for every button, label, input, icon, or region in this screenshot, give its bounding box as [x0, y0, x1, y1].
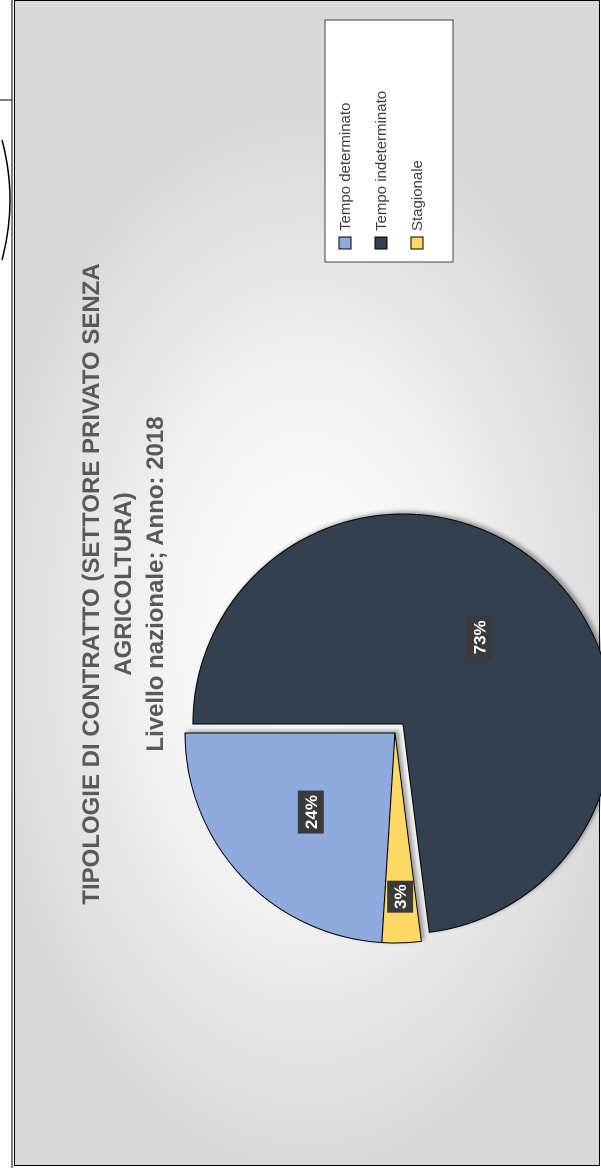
legend-box [324, 19, 454, 263]
chart-area: TIPOLOGIE DI CONTRATTO (SETTORE PRIVATO … [14, 0, 601, 1166]
pie-chart: TIPOLOGIE DI CONTRATTO (SETTORE PRIVATO … [78, 19, 601, 944]
data-label-tempo-determinato: 24% [302, 795, 321, 829]
data-label-bg-stagionale [387, 880, 414, 913]
data-label-tempo-indeterminato: 73% [470, 620, 489, 654]
data-label-bg-tempo-determinato [297, 790, 324, 834]
adjacent-page-fragment [0, 0, 14, 1168]
pie-slice-tempo-indeterminato [192, 513, 601, 933]
data-label-stagionale: 3% [391, 884, 410, 909]
adjacent-page-edge [0, 0, 13, 1168]
pie-slice-tempo-determinato [184, 732, 396, 944]
legend-swatch-tempo-determinato [338, 236, 352, 250]
chart-title-line-2: AGRICOLTURA) [110, 492, 137, 676]
legend: Tempo determinato Tempo indeterminato Stag… [324, 19, 454, 263]
legend-label-tempo-indeterminato: Tempo indeterminato [373, 91, 390, 231]
data-label-bg-tempo-indeterminato [466, 615, 493, 659]
chart-subtitle: Livello nazionale; Anno: 2018 [142, 416, 169, 751]
legend-swatch-stagionale [410, 236, 424, 250]
chart-title-line-1: TIPOLOGIE DI CONTRATTO (SETTORE PRIVATO … [78, 263, 105, 904]
legend-label-stagionale: Stagionale [409, 160, 426, 231]
legend-swatch-tempo-indeterminato [374, 236, 388, 250]
pie-slices [184, 513, 601, 944]
chart-title: TIPOLOGIE DI CONTRATTO (SETTORE PRIVATO … [78, 263, 169, 904]
legend-label-tempo-determinato: Tempo determinato [337, 103, 354, 231]
data-labels: 24% 73% 3% [297, 615, 493, 913]
